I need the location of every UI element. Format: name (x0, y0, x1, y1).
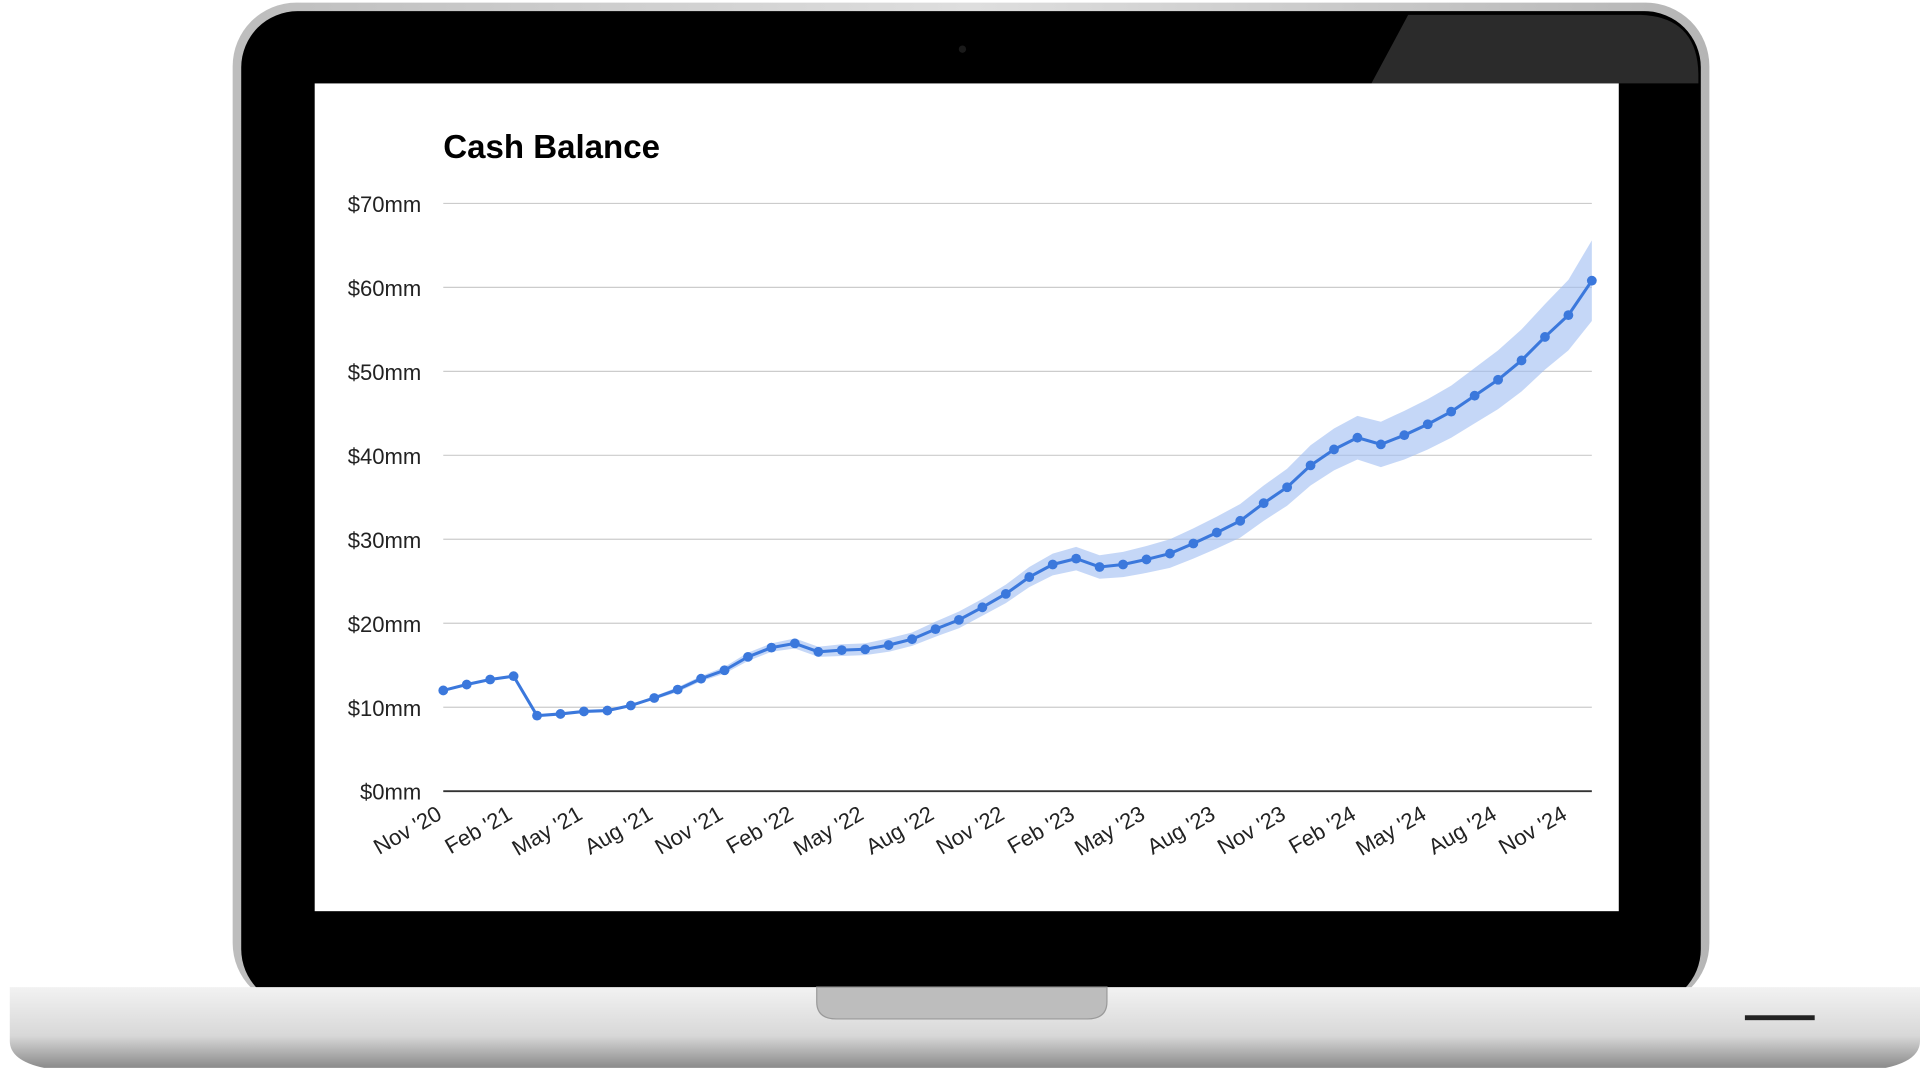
data-point (1235, 515, 1246, 526)
data-point (555, 709, 566, 719)
data-point (1305, 460, 1316, 471)
data-point (532, 710, 542, 721)
y-tick-label: $30mm (348, 528, 421, 553)
data-point (1071, 553, 1082, 564)
data-point (1211, 527, 1222, 538)
indicator (1744, 1015, 1815, 1021)
camera (958, 45, 967, 53)
data-point (1329, 444, 1339, 455)
data-point (438, 685, 449, 696)
glare (1371, 14, 1699, 84)
screen (314, 83, 1619, 912)
data-point (766, 642, 777, 653)
data-point (1469, 390, 1480, 401)
data-point (813, 646, 824, 657)
y-tick-label: $70mm (348, 192, 421, 217)
y-tick-label: $40mm (348, 444, 421, 469)
data-point (1586, 275, 1597, 286)
data-point (625, 700, 636, 711)
data-point (1493, 374, 1503, 385)
data-point (883, 640, 894, 650)
data-point (1118, 559, 1128, 570)
data-point (1375, 439, 1386, 450)
y-tick-label: $10mm (348, 696, 421, 721)
data-point (1446, 406, 1457, 417)
data-point (1165, 548, 1175, 559)
data-point (836, 645, 847, 656)
data-point (1563, 310, 1574, 320)
data-point (1258, 498, 1269, 509)
data-point (508, 671, 519, 682)
y-tick-label: $20mm (348, 612, 421, 637)
data-point (1352, 432, 1363, 443)
data-point (672, 684, 683, 695)
data-point (579, 706, 589, 717)
data-point (930, 624, 941, 635)
data-point (860, 644, 871, 655)
y-tick-label: $50mm (348, 360, 421, 385)
data-point (1047, 559, 1058, 570)
data-point (1282, 482, 1293, 493)
data-point (1188, 538, 1199, 549)
data-point (977, 602, 988, 613)
data-point (1000, 588, 1011, 599)
data-point (719, 665, 730, 676)
data-point (696, 673, 707, 684)
data-point (602, 705, 613, 716)
data-point (1516, 355, 1527, 366)
data-point (1094, 562, 1105, 572)
data-point (1141, 554, 1152, 565)
data-point (1399, 430, 1410, 441)
data-point (461, 679, 472, 690)
data-point (1024, 572, 1035, 582)
notch (816, 986, 1108, 1020)
chart-title: Cash Balance (443, 129, 660, 166)
data-point (1540, 332, 1550, 342)
y-tick-label: $0mm (360, 780, 421, 805)
data-point (485, 674, 496, 685)
data-point (789, 638, 800, 649)
y-tick-label: $60mm (348, 276, 421, 301)
data-point (743, 651, 753, 662)
data-point (649, 693, 660, 703)
data-point (907, 634, 917, 645)
laptop-base (9, 987, 1920, 1068)
data-point (954, 614, 964, 625)
data-point (1422, 419, 1433, 430)
